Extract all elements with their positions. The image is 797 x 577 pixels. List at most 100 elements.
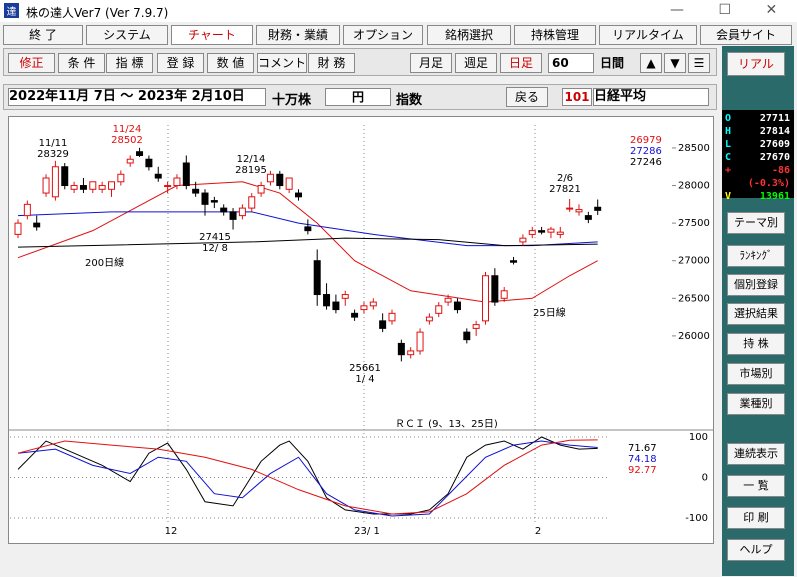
real-button[interactable]: リアル [727,52,785,76]
tool-button[interactable]: コメント [257,53,307,73]
nav-button[interactable]: ☰ [688,53,710,73]
y-tick-label: 100 [689,432,708,443]
side-button[interactable]: テーマ別 [727,212,785,234]
candle-body [210,200,218,203]
period-button[interactable]: 週足 [455,53,497,73]
candle-body [341,294,349,299]
candle-body [416,331,424,352]
candle-body [323,294,331,307]
side-button[interactable]: ﾗﾝｷﾝｸﾞ [727,245,785,267]
rci-last-value: 74.18 [628,454,657,465]
candle-body [510,260,518,263]
quote-label: O [725,113,732,124]
menu-item[interactable]: オプション [343,25,423,45]
candle-body [566,207,574,210]
side-button[interactable]: ヘルプ [727,539,785,561]
titlebar: 達 株の達人Ver7 (Ver 7.9.7) — ☐ ✕ [0,0,797,22]
annotation: 12/ 8 [202,243,228,254]
period-button[interactable]: 月足 [410,53,452,73]
candle-body [444,297,452,303]
side-button[interactable]: 連続表示 [727,443,785,465]
candle-body [463,331,471,341]
window-controls[interactable]: — ☐ ✕ [670,2,778,18]
ma-last-value: 26979 [630,135,662,146]
tool-button[interactable]: 条 件 [58,53,105,73]
menu-item[interactable]: 財務・業績 [256,25,340,45]
nav-button[interactable]: ▲ [640,53,662,73]
candle-body [61,166,69,187]
tool-button[interactable]: 修正 [8,53,55,73]
candle-body [491,275,499,303]
rci-line [17,436,598,515]
candle-body [500,290,508,299]
y-tick-label: 27500 [678,218,710,229]
ma-last-value: 27246 [630,157,662,168]
app-icon: 達 [4,3,19,18]
menu-item[interactable]: チャート [171,25,253,45]
side-button[interactable]: 業種別 [727,393,785,415]
candle-body [425,316,433,322]
candle-body [482,275,489,322]
candle-body [33,222,41,228]
currency[interactable]: 円 [325,88,391,106]
menu-item[interactable]: 会員サイト [700,25,792,45]
candle-body [584,215,592,220]
quote-value: 27814 [759,126,790,137]
index-name: 日経平均 [593,88,709,106]
candle-body [126,158,134,164]
y-tick-label: 26000 [678,331,710,342]
menu-item[interactable]: 銘柄選択 [427,25,511,45]
y-tick-label: 0 [702,473,708,484]
annotation: 1/ 4 [355,374,374,385]
x-tick-label: 23/ 1 [354,526,380,537]
candle-body [285,177,293,190]
candle-body [407,350,415,356]
candle-body [173,177,181,187]
annotation: 11/11 [39,138,68,149]
candle-body [42,177,50,194]
quote-label: V [725,191,732,202]
menu-item[interactable]: システム [86,25,168,45]
tool-button[interactable]: 数 値 [207,53,254,73]
x-tick-label: 2 [535,526,541,537]
menu-item[interactable]: 持株管理 [514,25,596,45]
side-button[interactable]: 市場別 [727,363,785,385]
tool-button[interactable]: 財 務 [308,53,355,73]
quote-value: -86 [771,165,790,176]
candle-body [136,151,144,156]
side-button[interactable]: 一 覧 [727,475,785,497]
candle-body [51,166,59,198]
candle-body [369,301,377,307]
y-tick-label: 27000 [678,256,710,267]
period-button[interactable]: 日足 [500,53,542,73]
candle-body [238,207,246,217]
candle-body [388,312,396,322]
tool-button[interactable]: 指 標 [106,53,153,73]
candle-body [79,185,87,190]
candle-body [547,228,555,233]
code: 101 [562,88,592,106]
side-button[interactable]: 印 刷 [727,507,785,529]
candle-body [295,192,302,198]
candle-body [201,192,209,205]
index-label: 指数 [396,93,423,108]
menu-item[interactable]: リアルタイム [599,25,697,45]
nav-button[interactable]: ▼ [664,53,686,73]
candle-body [304,226,312,232]
side-button[interactable]: 選択結果 [727,303,785,325]
candle-body [89,181,97,190]
y-tick-label: 26500 [678,293,710,304]
tool-button[interactable]: 登 録 [157,53,204,73]
rci-line [17,440,598,517]
back-button[interactable]: 戻る [506,87,548,107]
candle-body [351,312,359,318]
rci-last-value: 71.67 [628,443,657,454]
menu-item[interactable]: 終 了 [3,25,83,45]
side-button[interactable]: 持 株 [727,333,785,355]
annotation: 2/6 [557,173,573,184]
side-button[interactable]: 個別登録 [727,274,785,296]
candle-body [472,324,480,329]
days-select[interactable]: 60 [548,53,594,73]
